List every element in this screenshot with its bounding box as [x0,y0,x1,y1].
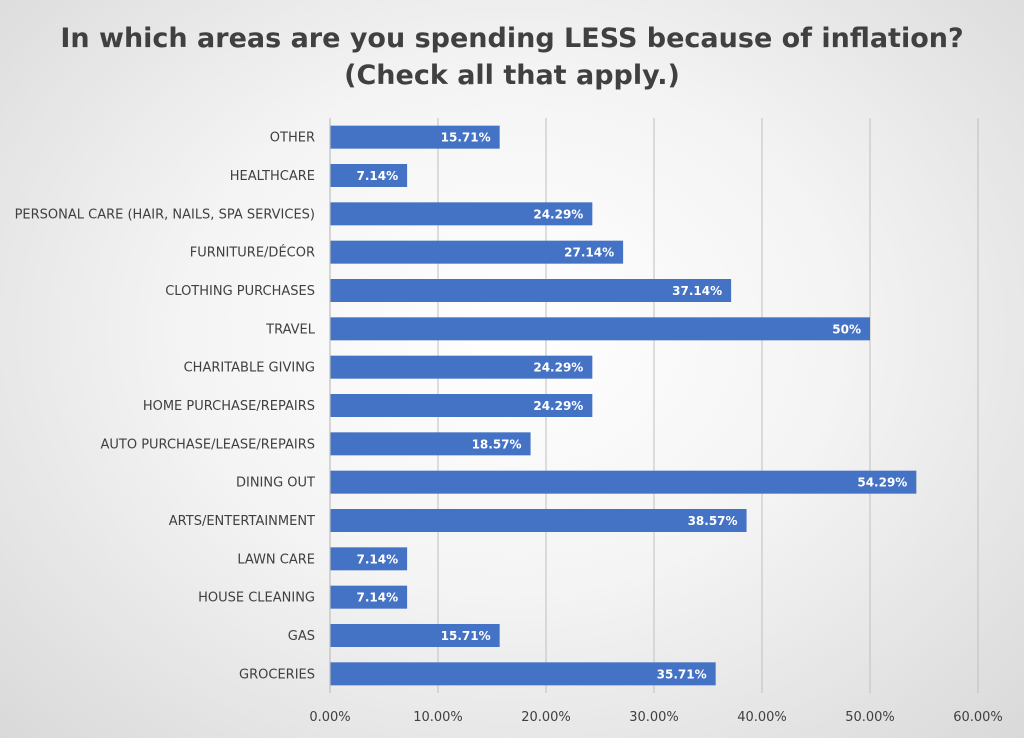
bar [330,432,531,456]
category-label: HOME PURCHASE/REPAIRS [143,399,315,414]
category-label: GAS [288,629,315,644]
category-label: FURNITURE/DÉCOR [190,245,315,261]
data-label: 38.57% [688,514,738,528]
category-label: CHARITABLE GIVING [184,361,315,376]
data-label: 24.29% [533,207,583,221]
x-tick-label: 10.00% [413,710,463,725]
chart-title-line1: In which areas are you spending LESS bec… [60,23,964,54]
bar [330,547,408,571]
bar [330,317,870,341]
data-label: 35.71% [657,667,707,681]
bar [330,202,593,226]
category-label: AUTO PURCHASE/LEASE/REPAIRS [100,437,315,452]
bar [330,394,593,417]
bar [330,662,716,686]
category-label: GROCERIES [239,667,315,682]
bar [330,164,408,187]
category-label: LAWN CARE [237,552,315,567]
category-label: OTHER [270,131,315,146]
bar [330,355,593,379]
x-tick-label: 50.00% [845,710,895,725]
x-tick-label: 20.00% [521,710,571,725]
bar [330,240,624,264]
chart-title: In which areas are you spending LESS bec… [0,20,1024,94]
x-tick-label: 40.00% [737,710,787,725]
category-label: ARTS/ENTERTAINMENT [169,514,315,529]
data-label: 24.29% [533,399,583,413]
bar [330,470,917,494]
data-label: 54.29% [857,476,907,490]
category-label: PERSONAL CARE (HAIR, NAILS, SPA SERVICES… [15,207,315,222]
category-label: HEALTHCARE [230,169,315,184]
x-tick-label: 60.00% [953,710,1003,725]
data-label: 15.71% [441,629,491,643]
category-label: TRAVEL [265,322,316,337]
x-tick-label: 0.00% [309,710,350,725]
x-tick-label: 30.00% [629,710,679,725]
data-label: 37.14% [672,284,722,298]
bar [330,279,732,302]
category-label: HOUSE CLEANING [198,591,315,606]
data-label: 7.14% [356,169,398,183]
data-label: 15.71% [441,131,491,145]
category-label: DINING OUT [236,476,315,491]
bar [330,509,747,532]
data-label: 7.14% [356,552,398,566]
chart-subtitle: (Check all that apply.) [344,60,680,91]
bar [330,624,500,647]
data-label: 50% [832,322,861,336]
category-label: CLOTHING PURCHASES [165,284,315,299]
data-label: 27.14% [564,246,614,260]
data-label: 7.14% [356,591,398,605]
bar [330,585,408,609]
data-label: 18.57% [472,437,522,451]
data-label: 24.29% [533,361,583,375]
bar [330,125,500,149]
